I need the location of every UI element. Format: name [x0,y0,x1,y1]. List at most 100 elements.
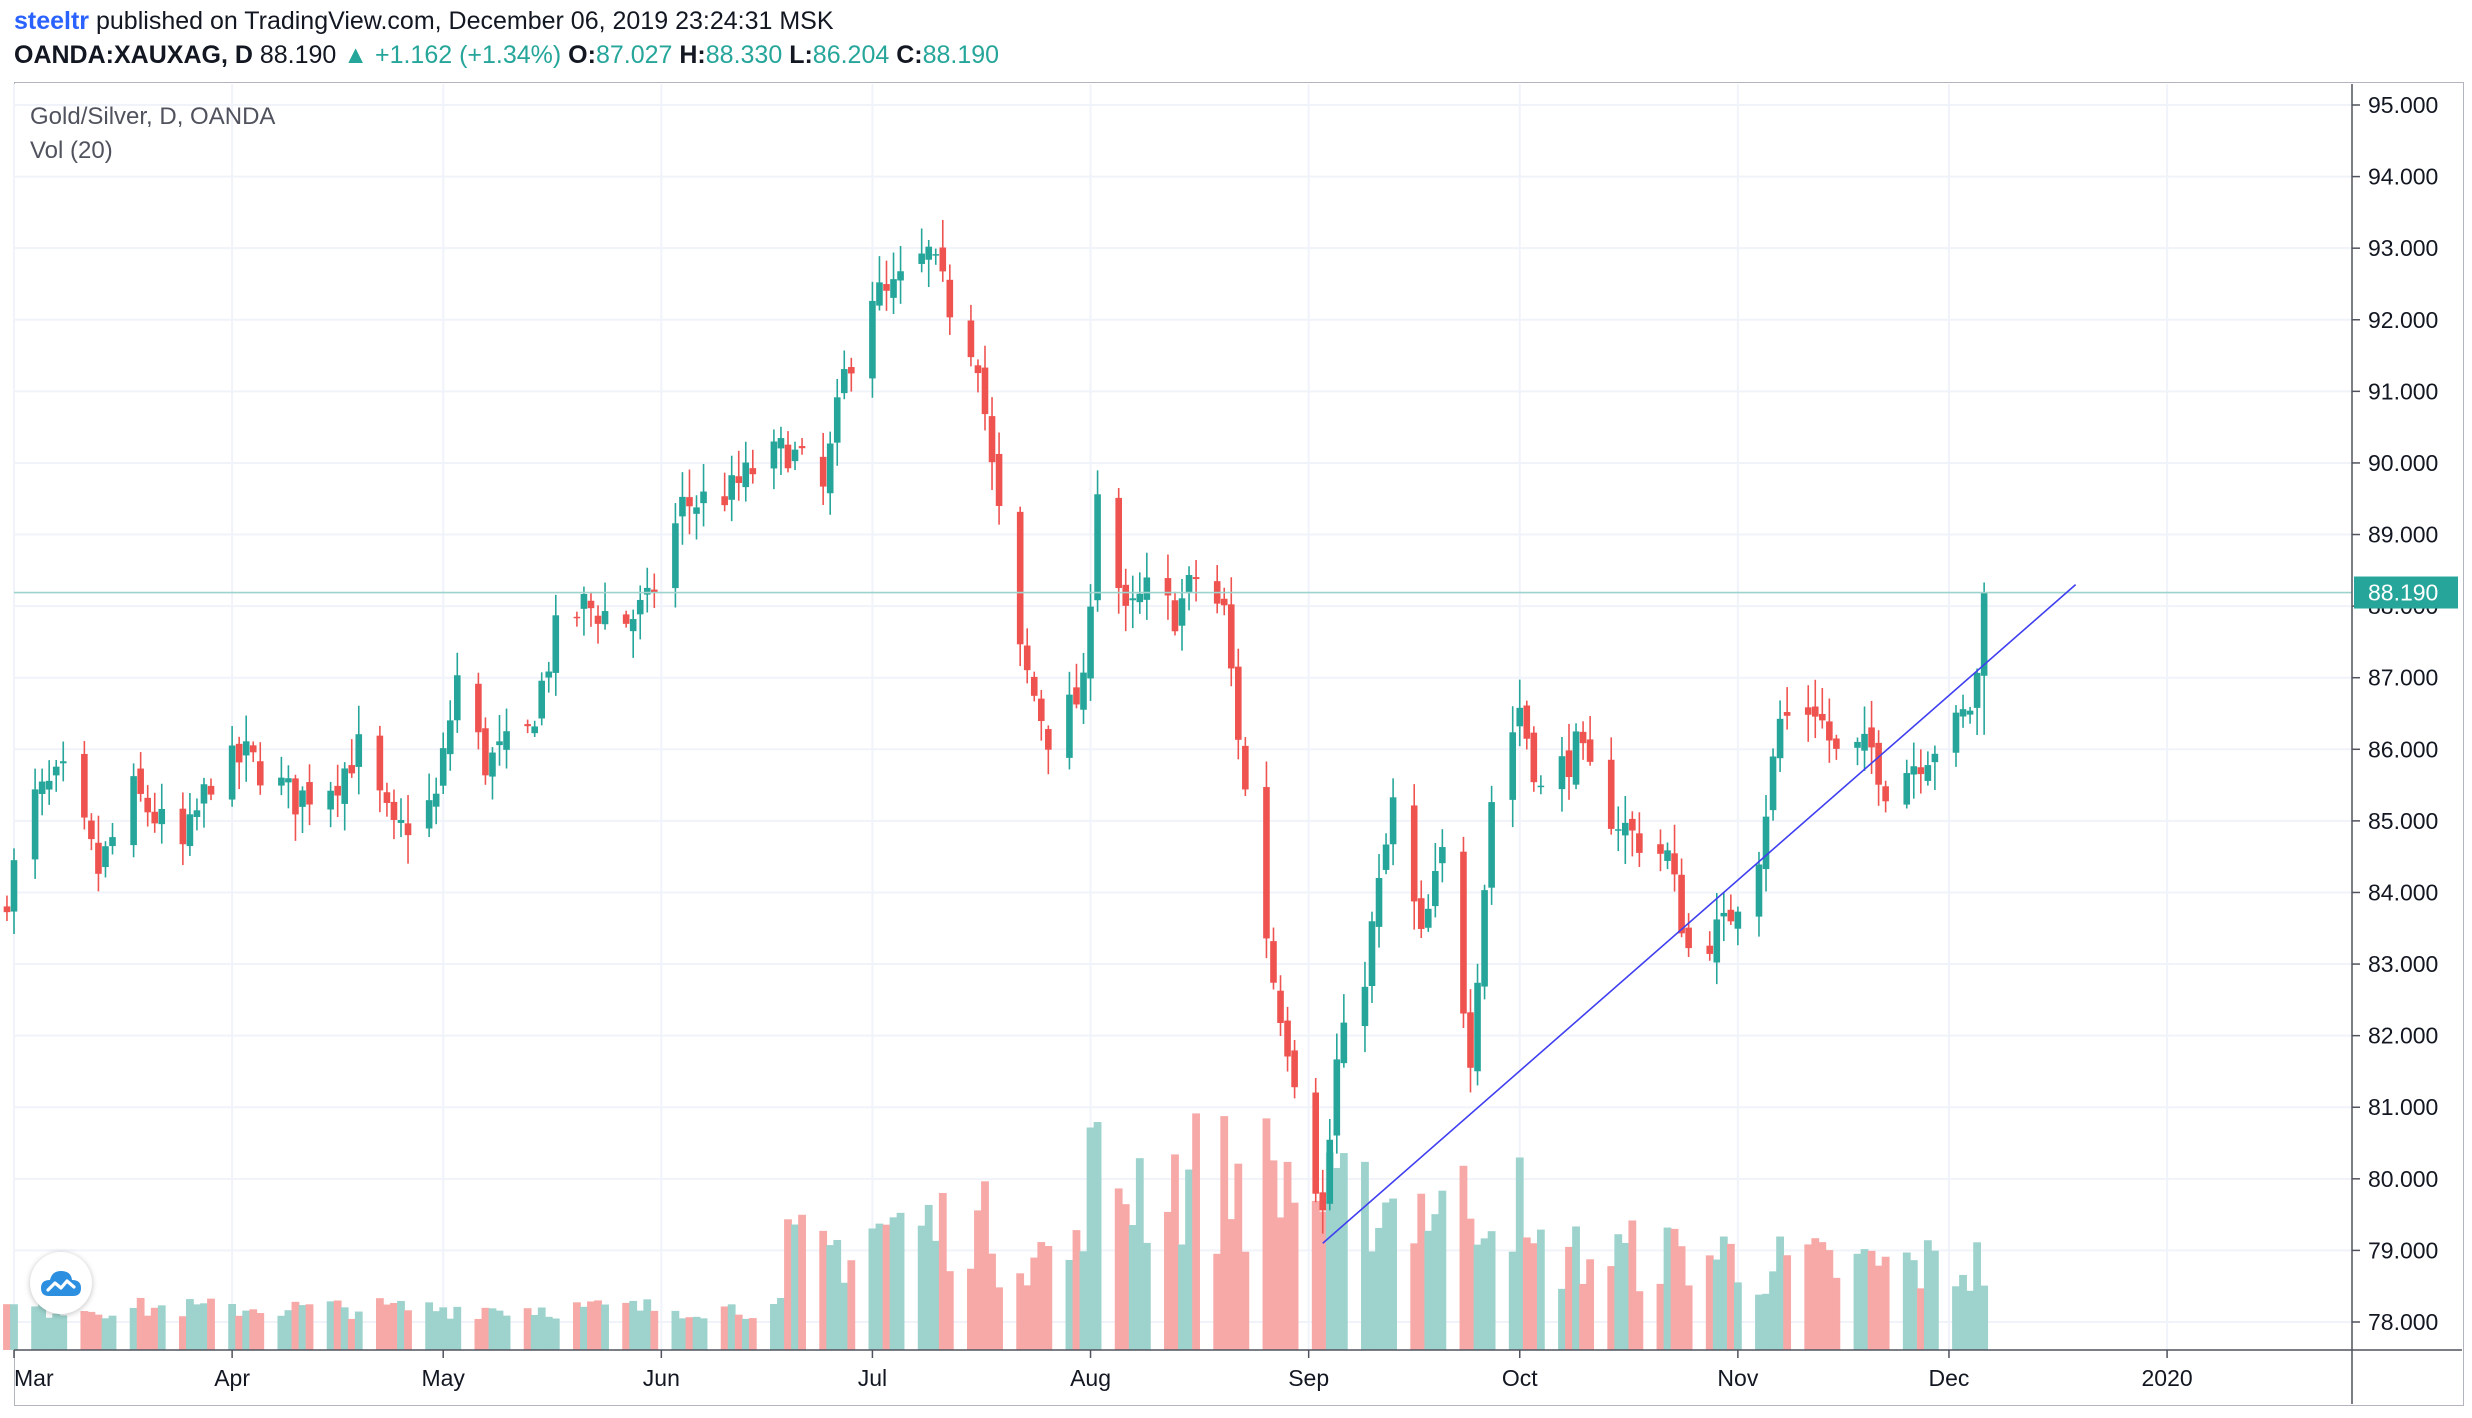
volume-bar [495,1310,504,1350]
volume-bar [587,1301,595,1350]
candle-body [383,792,391,803]
volume-bar [636,1310,645,1350]
candle-body [256,761,264,786]
volume-bar [150,1307,159,1350]
time-tick-label: Jul [858,1365,887,1391]
volume-bar [101,1318,110,1350]
volume-bar [1769,1271,1777,1350]
volume-bar [474,1318,483,1350]
candle-body [1734,911,1742,929]
volume-bar [840,1282,849,1350]
candle-body [1263,787,1270,939]
candle-body [918,253,925,264]
candle-body [883,284,890,291]
volume-bar [186,1299,194,1350]
candle-body [1678,874,1685,934]
candle-body [1185,575,1193,593]
candle-body [1706,945,1714,954]
candle-body [109,837,116,847]
candle-body [876,282,883,306]
candle-body [1861,733,1868,751]
candle-body [1030,676,1038,696]
volume-bar [1874,1265,1883,1350]
volume-bar [143,1315,152,1350]
candle-body [939,247,947,272]
volume-bar [1783,1255,1792,1350]
volume-bar [1192,1113,1200,1350]
volume-bar [777,1297,785,1350]
candle-body [1572,731,1580,785]
volume-bar [988,1253,996,1350]
candle-body [728,475,735,500]
time-tick-label: Apr [214,1365,250,1391]
volume-bar [3,1304,11,1350]
candle-body [538,680,546,719]
volume-bar [1733,1282,1742,1350]
volume-bar [1726,1243,1735,1350]
volume-bar [1093,1122,1102,1350]
volume-bar [80,1311,89,1350]
candle-body [1931,753,1939,763]
volume-bar [1508,1251,1517,1350]
candle-body [390,801,398,820]
trendline[interactable] [1322,584,2077,1244]
volume-bar [1980,1285,1989,1350]
candle-body [742,462,750,488]
volume-bar [594,1300,602,1350]
candle-body [376,735,384,791]
series-name[interactable]: Gold/Silver, D, OANDA [30,103,276,130]
volume-bar [157,1305,166,1350]
volume-bar [1480,1238,1489,1350]
volume-bar [882,1224,891,1350]
candle-body [1833,738,1840,749]
volume-bar [938,1192,947,1350]
candle-body [432,793,440,807]
candle-body [1227,604,1235,669]
time-tick-label: Nov [1717,1365,1758,1391]
volume-bar [1536,1229,1545,1350]
high-value: 88.330 [705,41,783,69]
volume-bar [94,1314,103,1350]
volume-bar [1909,1260,1918,1350]
candle-body [144,797,151,813]
author-link[interactable]: steeltr [14,7,90,35]
volume-bar [791,1224,799,1350]
volume-bar [383,1304,391,1350]
volume-bar [235,1315,244,1350]
volume-bar [1959,1274,1967,1350]
candle-body [1826,721,1833,741]
volume-bar [375,1298,384,1350]
volume-bar [1860,1249,1869,1350]
time-tick-label: 2020 [2142,1365,2193,1391]
candle-body [1959,709,1967,717]
volume-bar [1318,1211,1327,1350]
volume-bar [1030,1257,1039,1350]
candle-body [890,279,897,298]
candle-body [404,823,412,836]
volume-bar [1705,1255,1714,1350]
indicator-name[interactable]: Vol (20) [30,137,113,164]
candle-body [672,523,679,589]
candle-body [524,724,531,727]
candle-body [355,734,363,767]
candle-body [489,752,496,777]
candle-body [397,819,405,823]
volume-bar [1339,1153,1348,1350]
cloud-icon [41,1271,81,1296]
open-label: O: [568,41,596,69]
candle-body [496,741,503,746]
candle-body [531,726,538,734]
time-tick-label: Mar [14,1365,54,1391]
volume-bar [523,1308,532,1350]
candle-body [341,768,349,804]
volume-bar [284,1310,293,1350]
volume-bar [347,1318,356,1350]
volume-bar [1276,1217,1285,1350]
candle-body [1516,707,1524,727]
volume-bar [1213,1253,1222,1350]
volume-bar [1164,1211,1172,1350]
candle-body [1882,786,1889,802]
tradingview-logo[interactable] [30,1252,92,1314]
candle-body [299,790,306,807]
